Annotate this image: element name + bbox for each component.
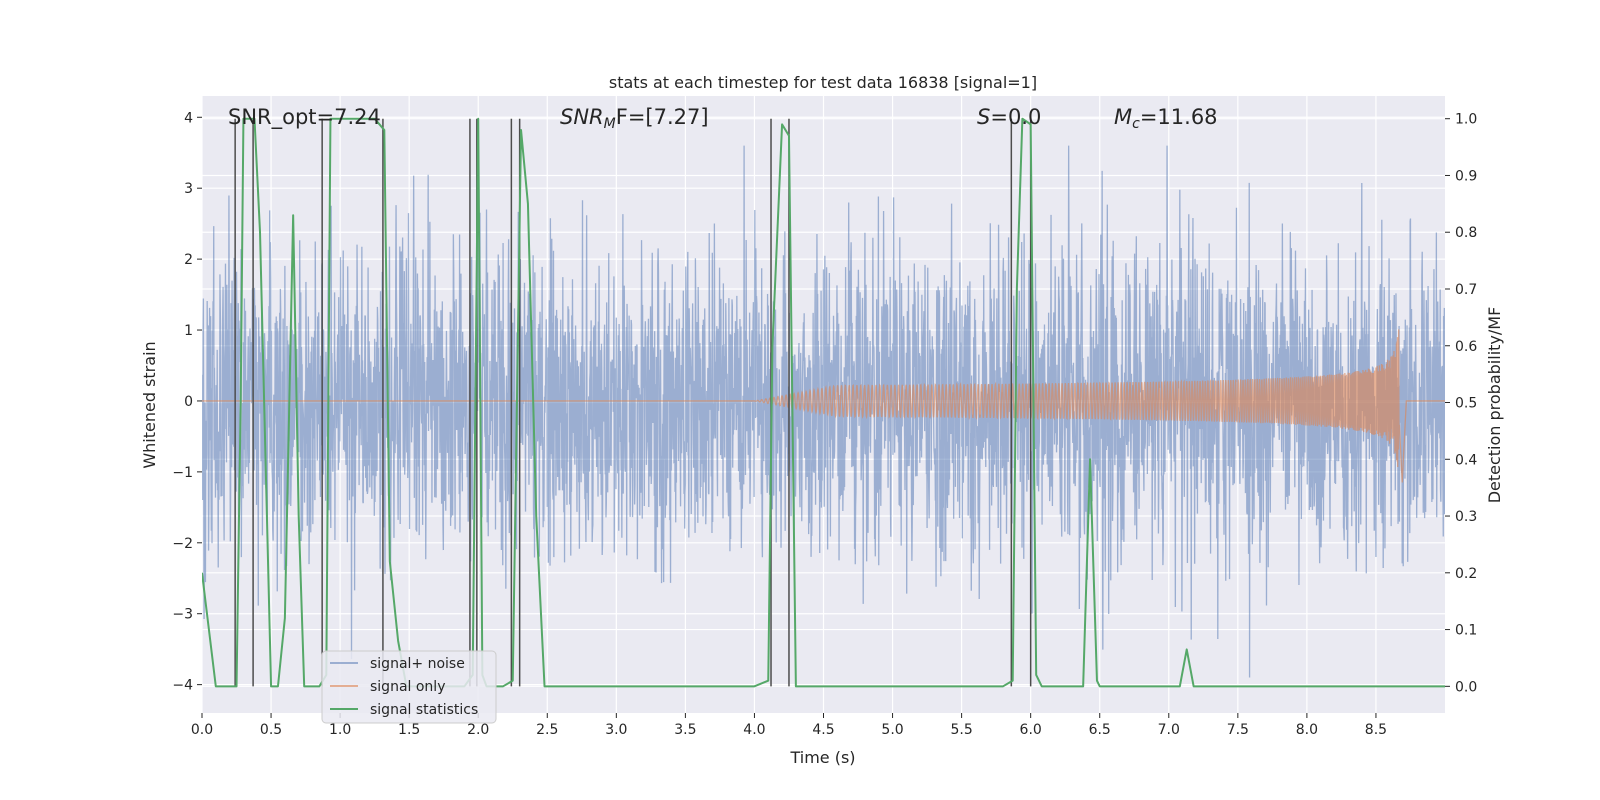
y-axis-label-right: Detection probability/MF [1485, 307, 1504, 504]
chart-title: stats at each timestep for test data 168… [609, 73, 1037, 92]
x-tick-label: 7.0 [1158, 722, 1180, 738]
x-tick-label: 1.0 [329, 722, 351, 738]
signal-only-line [202, 329, 1445, 483]
x-tick-label: 6.0 [1020, 722, 1042, 738]
y-right-tick-label: 0.5 [1455, 396, 1477, 412]
x-tick-label: 6.5 [1089, 722, 1111, 738]
y-right-tick-label: 0.9 [1455, 168, 1477, 184]
x-tick-label: 5.5 [950, 722, 972, 738]
y-right-tick-label: 0.3 [1455, 509, 1477, 525]
x-tick-label: 3.5 [674, 722, 696, 738]
series-signal-only [202, 329, 1445, 483]
y-right-tick-label: 0.7 [1455, 282, 1477, 298]
y-left-tick-label: 4 [184, 110, 193, 126]
y-left-tick-label: 1 [184, 323, 193, 339]
x-tick-label: 3.0 [605, 722, 627, 738]
y-left-tick-label: −3 [172, 607, 193, 623]
x-axis-label: Time (s) [789, 748, 855, 767]
x-tick-label: 4.0 [743, 722, 765, 738]
annotation-snr-opt: SNR_opt=7.24 [228, 105, 381, 130]
y-right-tick-label: 0.2 [1455, 566, 1477, 582]
x-tick-label: 1.5 [398, 722, 420, 738]
y-left-tick-label: 0 [184, 394, 193, 410]
legend-label-signal-noise: signal+ noise [370, 656, 465, 672]
x-tick-label: 2.0 [467, 722, 489, 738]
y-right-tick-label: 1.0 [1455, 112, 1477, 128]
legend-box [321, 650, 497, 724]
annotation-mc: Mc=11.68 [1114, 105, 1218, 132]
x-tick-label: 7.5 [1227, 722, 1249, 738]
y-right-tick-label: 0.6 [1455, 339, 1477, 355]
x-tick-label: 8.0 [1296, 722, 1318, 738]
y-axis-label-left: Whitened strain [140, 341, 159, 468]
axis-ticks: 0.0 0.5 1.0 1.5 2.0 2.5 3.0 3.5 4.0 4.5 5.0 5.5 6.0 6… [172, 110, 1477, 738]
x-tick-label: 4.5 [812, 722, 834, 738]
x-tick-label: 2.5 [536, 722, 558, 738]
y-left-tick-label: 2 [184, 252, 193, 268]
legend: signal+ noise signal only signal statist… [321, 650, 497, 724]
y-right-tick-label: 0.4 [1455, 452, 1477, 468]
x-tick-label: 0.0 [191, 722, 213, 738]
series-signal-statistics [202, 117, 1445, 688]
x-tick-label: 8.5 [1365, 722, 1387, 738]
y-left-tick-label: −1 [172, 465, 193, 481]
annotation-snr-mf: SNRMF=[7.27] [560, 105, 709, 132]
y-right-tick-label: 0.0 [1455, 679, 1477, 695]
signal-statistics-line [202, 117, 1445, 688]
y-left-tick-label: 3 [184, 181, 193, 197]
y-left-tick-label: −4 [172, 678, 193, 694]
legend-label-signal-statistics: signal statistics [370, 702, 478, 718]
y-right-tick-label: 0.8 [1455, 225, 1477, 241]
y-right-tick-label: 0.1 [1455, 623, 1477, 639]
annotation-s: S=0.0 [977, 105, 1041, 129]
legend-label-signal-only: signal only [370, 679, 445, 695]
x-tick-label: 0.5 [260, 722, 282, 738]
y-left-tick-label: −2 [172, 536, 193, 552]
x-tick-label: 5.0 [881, 722, 903, 738]
